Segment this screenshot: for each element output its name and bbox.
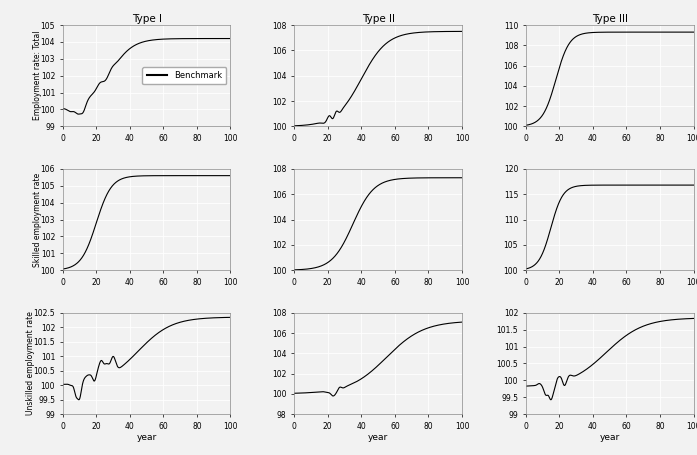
Y-axis label: Unskilled employment rate: Unskilled employment rate bbox=[26, 312, 35, 415]
Title: Type III: Type III bbox=[592, 14, 627, 24]
Title: Type I: Type I bbox=[132, 14, 162, 24]
Legend: Benchmark: Benchmark bbox=[142, 67, 227, 84]
Y-axis label: Skilled employment rate: Skilled employment rate bbox=[33, 172, 43, 267]
Y-axis label: Employment rate: Total: Employment rate: Total bbox=[33, 31, 43, 121]
Title: Type II: Type II bbox=[362, 14, 395, 24]
X-axis label: year: year bbox=[599, 434, 620, 442]
X-axis label: year: year bbox=[137, 434, 157, 442]
X-axis label: year: year bbox=[368, 434, 388, 442]
